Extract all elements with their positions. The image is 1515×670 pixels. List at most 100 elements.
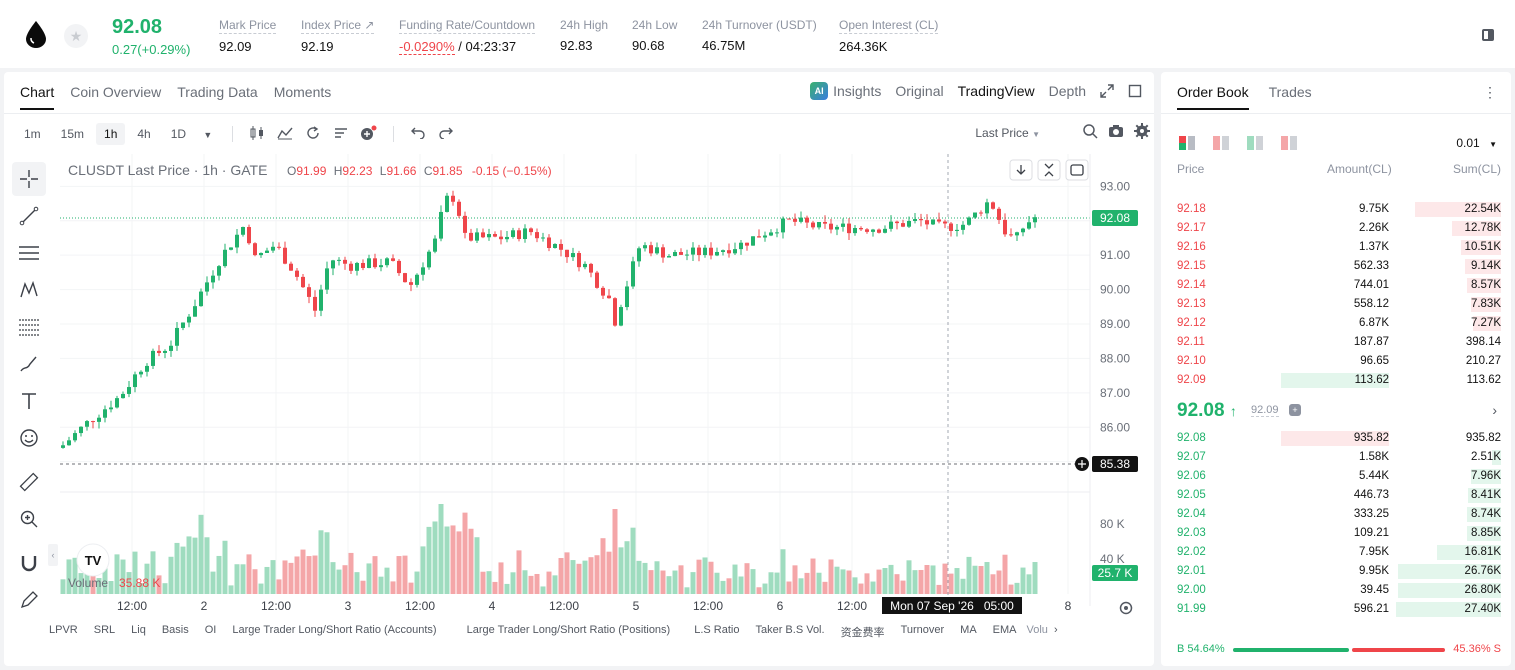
undo-icon[interactable] [406,126,430,142]
collapse-button[interactable] [1037,159,1061,181]
bid-row[interactable]: 92.00 39.45 26.80K [1177,583,1501,598]
templates-icon[interactable] [329,126,353,143]
layout-asks-icon[interactable] [1213,136,1229,150]
price-type-dropdown[interactable]: Last Price ▼ [975,126,1040,140]
view-original[interactable]: Original [895,83,944,99]
favorite-star-icon[interactable]: ★ [64,24,88,48]
timeframe-1d[interactable]: 1D ▼ [170,127,213,141]
volume-bar [648,570,654,594]
pencil-tool[interactable] [12,583,46,617]
expand-icon[interactable] [1100,84,1114,98]
tab-trading-data[interactable]: Trading Data [177,84,258,100]
tab-coin-overview[interactable]: Coin Overview [70,84,162,100]
bid-row[interactable]: 92.01 9.95K 26.76K [1177,564,1501,579]
bid-row[interactable]: 92.08 935.82 935.82 [1177,431,1501,446]
bid-row[interactable]: 92.07 1.58K 2.51K [1177,450,1501,465]
replay-icon[interactable] [301,125,325,143]
timeframe-4h[interactable]: 4h [137,127,151,141]
timeframe-15m[interactable]: 15m [60,127,85,141]
indicator-lt-accounts[interactable]: Large Trader Long/Short Ratio (Accounts) [232,624,437,636]
bid-row[interactable]: 91.99 596.21 27.40K [1177,602,1501,617]
horizontal-lines-tool[interactable] [12,236,46,270]
indicator-lt-positions[interactable]: Large Trader Long/Short Ratio (Positions… [466,624,671,636]
chevron-right-icon[interactable]: › [1492,402,1497,418]
brush-tool[interactable] [12,347,46,381]
ask-row[interactable]: 92.11 187.87 398.14 [1177,336,1501,348]
bid-row[interactable]: 92.05 446.73 8.41K [1177,488,1501,503]
search-icon[interactable] [1082,123,1098,139]
volume-bar [522,570,528,594]
ask-row[interactable]: 92.16 1.37K 10.51K [1177,240,1501,255]
indicator-taker[interactable]: Taker B.S Vol. [755,624,825,636]
x-tick-label: 12:00 [405,599,435,613]
indicator-srl[interactable]: SRL [93,624,116,636]
tab-moments[interactable]: Moments [273,84,332,100]
chart-settings-icon[interactable] [1118,600,1134,616]
indicator-oi[interactable]: OI [204,624,217,636]
ruler-tool[interactable] [12,465,46,499]
candle [415,274,419,285]
text-tool[interactable] [12,384,46,418]
fib-tool[interactable] [12,310,46,344]
redo-icon[interactable] [434,126,458,142]
pattern-tool[interactable] [12,273,46,307]
mid-price-row[interactable]: 92.08 ↑ 92.09 + › [1177,400,1501,424]
zoom-tool[interactable] [12,502,46,536]
ask-row[interactable]: 92.14 744.01 8.57K [1177,278,1501,293]
price-chart[interactable]: 93.0092.0091.0090.0089.0088.0087.0086.00… [60,154,1150,614]
layout-both-icon[interactable] [1179,136,1195,150]
emoji-tool[interactable] [12,421,46,455]
indicator-basis[interactable]: Basis [161,624,189,636]
add-alert-icon[interactable] [357,125,381,144]
view-depth[interactable]: Depth [1048,83,1086,99]
indicator-liq[interactable]: Liq [131,624,146,636]
volume-bar [708,561,714,594]
ask-row[interactable]: 92.10 96.65 210.27 [1177,355,1501,367]
window-icon[interactable] [1128,84,1142,98]
indicator-volume[interactable]: Volu [1026,624,1048,636]
insights-button[interactable]: AI Insights [810,82,881,100]
layout-large-icon[interactable] [1281,136,1297,150]
bid-row[interactable]: 92.06 5.44K 7.96K [1177,469,1501,484]
volume-bar [792,565,798,594]
indicator-ma[interactable]: MA [960,624,977,636]
reset-button[interactable] [1065,159,1089,181]
crosshair-tool[interactable] [12,162,46,196]
bid-row[interactable]: 92.04 333.25 8.74K [1177,507,1501,522]
tab-chart[interactable]: Chart [20,84,55,110]
indicator-ema[interactable]: EMA [992,624,1017,636]
chevron-right-icon[interactable]: › [1053,624,1058,636]
ask-row[interactable]: 92.13 558.12 7.83K [1177,297,1501,312]
indicator-ls-ratio[interactable]: L.S Ratio [694,624,740,636]
volume-bar [660,570,666,594]
index-price[interactable]: Index Price ↗ 92.19 [301,18,375,54]
bid-row[interactable]: 92.03 109.21 8.85K [1177,526,1501,541]
timeframe-1m[interactable]: 1m [24,127,41,141]
candle-type-icon[interactable] [245,125,269,143]
indicator-funding[interactable]: 资金费率 [840,627,885,639]
camera-icon[interactable] [1108,123,1124,139]
volume-bar [294,556,300,594]
tab-order-book[interactable]: Order Book [1177,84,1249,110]
bid-row[interactable]: 92.02 7.95K 16.81K [1177,545,1501,560]
trendline-tool[interactable] [12,199,46,233]
view-tradingview[interactable]: TradingView [957,83,1035,99]
volume-bar [882,568,888,594]
ask-row[interactable]: 92.15 562.33 9.14K [1177,259,1501,274]
indicator-turnover[interactable]: Turnover [900,624,945,636]
more-vertical-icon[interactable]: ⋮ [1483,84,1497,100]
gear-icon[interactable] [1134,123,1150,139]
timeframe-1h[interactable]: 1h [96,123,126,145]
ask-row[interactable]: 92.09 113.62 113.62 [1177,373,1501,388]
indicators-icon[interactable] [273,126,297,143]
ask-row[interactable]: 92.12 6.87K 7.27K [1177,316,1501,331]
precision-dropdown[interactable]: 0.01 ▼ [1456,136,1497,150]
layout-bids-icon[interactable] [1247,136,1263,150]
book-icon[interactable] [1481,28,1495,42]
indicator-lpvr[interactable]: LPVR [49,624,78,636]
collapse-toolbar-icon[interactable]: ‹ [48,544,58,566]
ask-row[interactable]: 92.18 9.75K 22.54K [1177,202,1501,217]
ask-row[interactable]: 92.17 2.26K 12.78K [1177,221,1501,236]
magnet-tool[interactable] [12,546,46,580]
tab-trades[interactable]: Trades [1268,84,1312,100]
